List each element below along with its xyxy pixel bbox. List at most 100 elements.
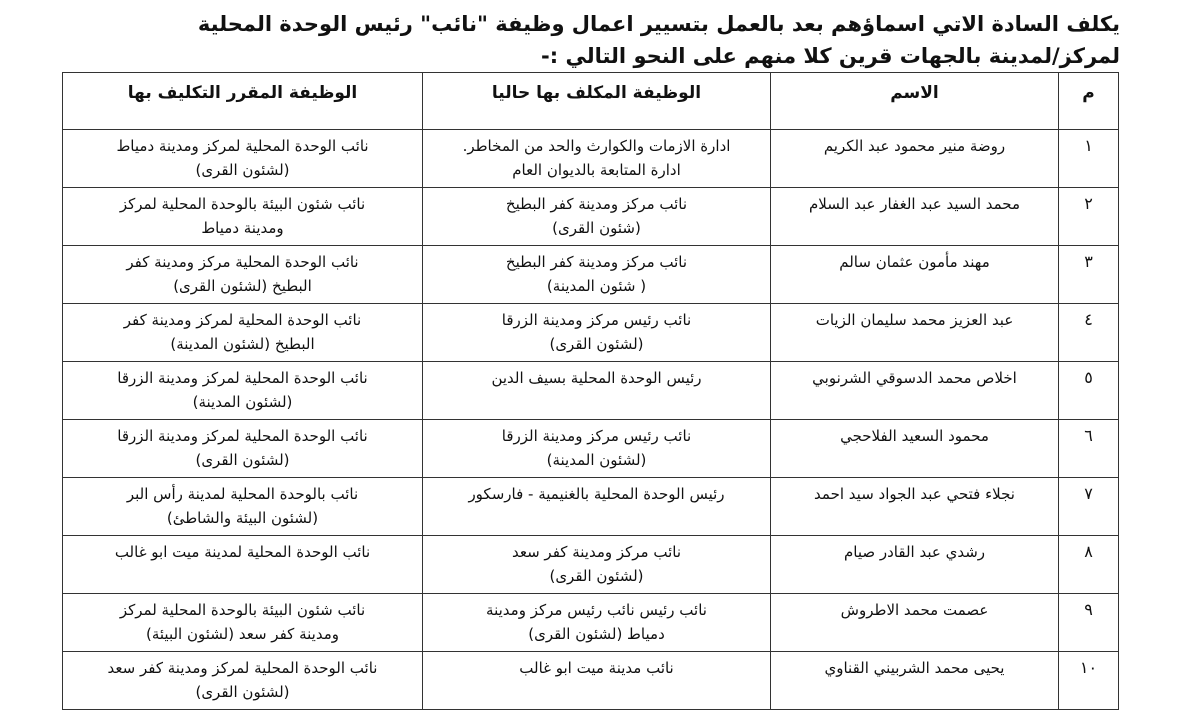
- name-text: محمود السعيد الفلاحجي: [840, 427, 989, 445]
- table-row: ٣ مهند مأمون عثمان سالم نائب مركز ومدينة ك…: [62, 245, 1119, 304]
- assigned-job: نائب بالوحدة المحلية لمدينة رأس البر (لشئ…: [62, 477, 423, 536]
- current-job: رئيس الوحدة المحلية بسيف الدين: [422, 361, 771, 420]
- person-name: عصمت محمد الاطروش: [770, 593, 1059, 652]
- current-job-line: ادارة المتابعة بالديوان العام: [512, 161, 681, 179]
- assignments-table: م الاسم الوظيفة المكلف بها حاليا الوظيفة…: [62, 72, 1119, 710]
- table-row: ٦ محمود السعيد الفلاحجي نائب رئيس مركز ومد…: [62, 419, 1119, 478]
- header-current-job: الوظيفة المكلف بها حاليا: [422, 72, 771, 130]
- person-name: اخلاص محمد الدسوقي الشرنوبي: [770, 361, 1059, 420]
- assigned-job-line: نائب الوحدة المحلية لمركز ومدينة كفر سعد: [107, 659, 378, 677]
- row-number: ٧: [1058, 477, 1119, 536]
- current-job-line: نائب رئيس مركز ومدينة الزرقا: [501, 311, 692, 329]
- assigned-job-line: البطيخ (لشئون القرى): [173, 277, 312, 295]
- person-name: يحيى محمد الشربيني القناوي: [770, 651, 1059, 710]
- current-job: ادارة الازمات والكوارث والحد من المخاطر.…: [422, 129, 771, 188]
- assigned-job: نائب الوحدة المحلية لمركز ومدينة كفر سعد…: [62, 651, 423, 710]
- assigned-job: نائب الوحدة المحلية لمركز ومدينة كفر البط…: [62, 303, 423, 362]
- table-row: ٢ محمد السيد عبد الغفار عبد السلام نائب مر…: [62, 187, 1119, 246]
- assigned-job-line: (لشئون القرى): [195, 161, 290, 179]
- table-row: ١ روضة منير محمود عبد الكريم ادارة الازمات…: [62, 129, 1119, 188]
- person-name: محمد السيد عبد الغفار عبد السلام: [770, 187, 1059, 246]
- assigned-job-line: نائب الوحدة المحلية لمركز ومدينة دمياط: [116, 137, 369, 155]
- table-row: ٤ عبد العزيز محمد سليمان الزيات نائب رئيس …: [62, 303, 1119, 362]
- header-name: الاسم: [770, 72, 1059, 130]
- person-name: نجلاء فتحي عبد الجواد سيد احمد: [770, 477, 1059, 536]
- assigned-job-line: نائب الوحدة المحلية لمركز ومدينة الزرقا: [117, 427, 368, 445]
- current-job-line: نائب رئيس نائب رئيس مركز ومدينة: [486, 601, 707, 619]
- name-text: اخلاص محمد الدسوقي الشرنوبي: [812, 369, 1017, 387]
- person-name: محمود السعيد الفلاحجي: [770, 419, 1059, 478]
- table-row: ٩ عصمت محمد الاطروش نائب رئيس نائب رئيس مر…: [62, 593, 1119, 652]
- current-job-line: رئيس الوحدة المحلية بسيف الدين: [491, 369, 702, 387]
- assigned-job: نائب شئون البيئة بالوحدة المحلية لمركز وم…: [62, 593, 423, 652]
- name-text: يحيى محمد الشربيني القناوي: [824, 659, 1005, 677]
- intro-line-2: لمركز/لمدينة بالجهات قرين كلا منهم على ا…: [541, 44, 1120, 68]
- person-name: رشدي عبد القادر صيام: [770, 535, 1059, 594]
- current-job: نائب مركز ومدينة كفر سعد (لشئون القرى): [422, 535, 771, 594]
- current-job-line: (لشئون القرى): [549, 335, 644, 353]
- intro-line-1: يكلف السادة الاتي اسماؤهم بعد بالعمل بتس…: [197, 12, 1120, 36]
- person-name: عبد العزيز محمد سليمان الزيات: [770, 303, 1059, 362]
- current-job-line: ( شئون المدينة): [546, 277, 647, 295]
- row-number: ٦: [1058, 419, 1119, 478]
- table-header-row: م الاسم الوظيفة المكلف بها حاليا الوظيفة…: [62, 72, 1119, 130]
- assigned-job-line: البطيخ (لشئون المدينة): [170, 335, 315, 353]
- assigned-job-line: نائب الوحدة المحلية لمركز ومدينة كفر: [123, 311, 362, 329]
- current-job-line: دمياط (لشئون القرى): [528, 625, 665, 643]
- assigned-job-line: (لشئون القرى): [195, 683, 290, 701]
- current-job-line: ادارة الازمات والكوارث والحد من المخاطر.: [462, 137, 731, 155]
- current-job: نائب رئيس مركز ومدينة الزرقا (لشئون المدي…: [422, 419, 771, 478]
- name-text: عبد العزيز محمد سليمان الزيات: [815, 311, 1014, 329]
- current-job-line: نائب مركز ومدينة كفر البطيخ: [505, 253, 688, 271]
- assigned-job-line: (لشئون القرى): [195, 451, 290, 469]
- assigned-job-line: نائب شئون البيئة بالوحدة المحلية لمركز: [119, 601, 366, 619]
- assigned-job: نائب الوحدة المحلية مركز ومدينة كفر البطي…: [62, 245, 423, 304]
- current-job-line: نائب رئيس مركز ومدينة الزرقا: [501, 427, 692, 445]
- person-name: روضة منير محمود عبد الكريم: [770, 129, 1059, 188]
- assigned-job: نائب الوحدة المحلية لمركز ومدينة الزرقا (…: [62, 361, 423, 420]
- assigned-job: نائب شئون البيئة بالوحدة المحلية لمركز وم…: [62, 187, 423, 246]
- name-text: رشدي عبد القادر صيام: [843, 543, 986, 561]
- current-job: رئيس الوحدة المحلية بالغنيمية - فارسكور: [422, 477, 771, 536]
- assigned-job-line: نائب بالوحدة المحلية لمدينة رأس البر: [126, 485, 359, 503]
- current-job: نائب مركز ومدينة كفر البطيخ (شئون القرى): [422, 187, 771, 246]
- current-job-line: رئيس الوحدة المحلية بالغنيمية - فارسكور: [468, 485, 725, 503]
- name-text: عصمت محمد الاطروش: [840, 601, 989, 619]
- assigned-job-line: (لشئون البيئة والشاطئ): [166, 509, 319, 527]
- table-row: ٥ اخلاص محمد الدسوقي الشرنوبي رئيس الوحدة …: [62, 361, 1119, 420]
- row-number: ٥: [1058, 361, 1119, 420]
- name-text: مهند مأمون عثمان سالم: [839, 253, 990, 271]
- current-job: نائب رئيس نائب رئيس مركز ومدينة دمياط (لش…: [422, 593, 771, 652]
- current-job: نائب مدينة ميت ابو غالب: [422, 651, 771, 710]
- current-job-line: نائب مدينة ميت ابو غالب: [519, 659, 674, 677]
- assigned-job: نائب الوحدة المحلية لمركز ومدينة الزرقا (…: [62, 419, 423, 478]
- name-text: روضة منير محمود عبد الكريم: [823, 137, 1006, 155]
- row-number: ١: [1058, 129, 1119, 188]
- assigned-job-line: ومدينة كفر سعد (لشئون البيئة): [146, 625, 339, 643]
- table-row: ٨ رشدي عبد القادر صيام نائب مركز ومدينة كف…: [62, 535, 1119, 594]
- header-assigned-job: الوظيفة المقرر التكليف بها: [62, 72, 423, 130]
- assigned-job: نائب الوحدة المحلية لمدينة ميت ابو غالب: [62, 535, 423, 594]
- current-job: نائب رئيس مركز ومدينة الزرقا (لشئون القرى…: [422, 303, 771, 362]
- current-job-line: (شئون القرى): [552, 219, 641, 237]
- person-name: مهند مأمون عثمان سالم: [770, 245, 1059, 304]
- name-text: نجلاء فتحي عبد الجواد سيد احمد: [814, 485, 1015, 503]
- row-number: ٩: [1058, 593, 1119, 652]
- table-row: ٧ نجلاء فتحي عبد الجواد سيد احمد رئيس الوح…: [62, 477, 1119, 536]
- header-number: م: [1058, 72, 1119, 130]
- current-job-line: نائب مركز ومدينة كفر البطيخ: [505, 195, 688, 213]
- assigned-job: نائب الوحدة المحلية لمركز ومدينة دمياط (ل…: [62, 129, 423, 188]
- row-number: ١٠: [1058, 651, 1119, 710]
- name-text: محمد السيد عبد الغفار عبد السلام: [808, 195, 1021, 213]
- table-row: ١٠ يحيى محمد الشربيني القناوي نائب مدينة م…: [62, 651, 1119, 710]
- current-job-line: (لشئون القرى): [549, 567, 644, 585]
- assigned-job-line: نائب الوحدة المحلية لمدينة ميت ابو غالب: [114, 543, 371, 561]
- assigned-job-line: نائب شئون البيئة بالوحدة المحلية لمركز: [119, 195, 366, 213]
- row-number: ٨: [1058, 535, 1119, 594]
- current-job-line: نائب مركز ومدينة كفر سعد: [511, 543, 682, 561]
- assigned-job-line: (لشئون المدينة): [192, 393, 293, 411]
- assigned-job-line: نائب الوحدة المحلية لمركز ومدينة الزرقا: [117, 369, 368, 387]
- row-number: ٤: [1058, 303, 1119, 362]
- assigned-job-line: نائب الوحدة المحلية مركز ومدينة كفر: [126, 253, 359, 271]
- row-number: ٣: [1058, 245, 1119, 304]
